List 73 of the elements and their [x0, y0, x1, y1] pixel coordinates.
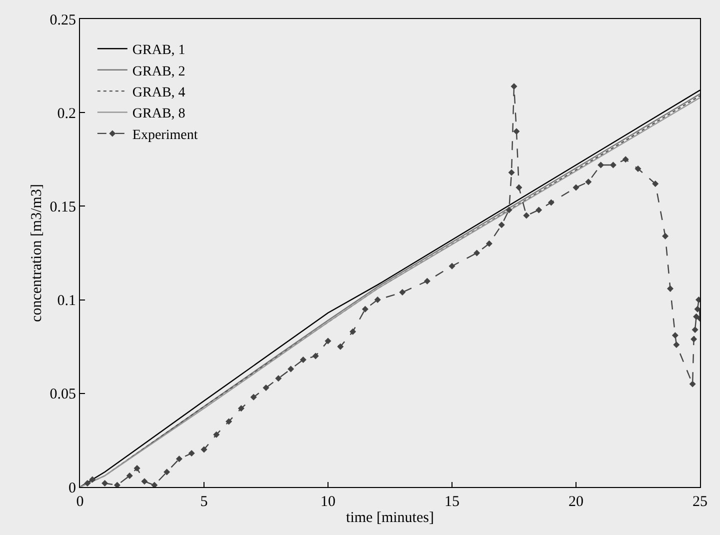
point [275, 375, 282, 382]
point [164, 468, 170, 476]
y-tick-label: 0.05 [50, 386, 76, 403]
point [134, 465, 140, 472]
point [513, 128, 520, 135]
point [176, 456, 182, 462]
point [508, 169, 515, 176]
point [523, 212, 530, 219]
x-tick-label: 10 [320, 494, 336, 510]
point [498, 222, 505, 228]
point [622, 156, 629, 163]
point [362, 306, 368, 312]
x-tick-label: 25 [692, 494, 708, 510]
point [694, 306, 700, 312]
point [516, 184, 522, 191]
legend-label: Experiment [132, 128, 198, 143]
point [672, 332, 678, 339]
point [350, 328, 356, 335]
point [448, 262, 456, 270]
point [536, 206, 542, 214]
point [200, 446, 208, 453]
point [262, 384, 270, 392]
legend-label: GRAB, 2 [132, 64, 186, 80]
point [598, 162, 604, 168]
point [474, 250, 480, 256]
x-tick-label: 20 [568, 494, 584, 510]
point [548, 199, 554, 206]
legend-label: GRAB, 1 [132, 43, 186, 58]
point [424, 278, 430, 284]
point [312, 352, 319, 360]
point [324, 338, 332, 344]
point [399, 289, 406, 296]
y-axis-title: concentration [m3/m3] [29, 184, 45, 322]
point [151, 482, 158, 487]
point [250, 394, 257, 400]
y-tick-label: 0.15 [50, 199, 76, 216]
point [572, 184, 580, 191]
point [288, 366, 294, 372]
point [84, 480, 91, 487]
x-tick-label: 15 [444, 494, 460, 510]
point [666, 285, 674, 292]
point [300, 356, 306, 363]
y-tick-label: 0.25 [50, 12, 76, 28]
point [89, 476, 96, 483]
point [506, 206, 512, 214]
point [510, 83, 518, 90]
x-axis-title: time [minutes] [346, 510, 434, 526]
point [634, 166, 642, 172]
point [652, 180, 659, 187]
legend-label: GRAB, 4 [132, 86, 186, 100]
point [213, 431, 220, 438]
point [690, 336, 698, 342]
point [662, 232, 669, 240]
point [585, 178, 592, 186]
point [238, 405, 244, 412]
point [141, 478, 148, 485]
point [610, 162, 616, 168]
y-tick-label: 0 [68, 480, 76, 496]
x-tick-label: 5 [200, 494, 208, 510]
y-tick-label: 0.2 [57, 106, 76, 122]
point [188, 450, 195, 457]
point [114, 482, 120, 487]
legend-label: GRAB, 8 [132, 106, 186, 122]
point [102, 480, 108, 487]
point [689, 380, 696, 388]
point [673, 341, 680, 348]
point [337, 343, 344, 350]
point [486, 240, 492, 247]
point [692, 326, 698, 333]
point [226, 418, 232, 425]
point [126, 472, 133, 480]
y-tick-label: 0.1 [57, 293, 76, 310]
point [374, 296, 381, 304]
